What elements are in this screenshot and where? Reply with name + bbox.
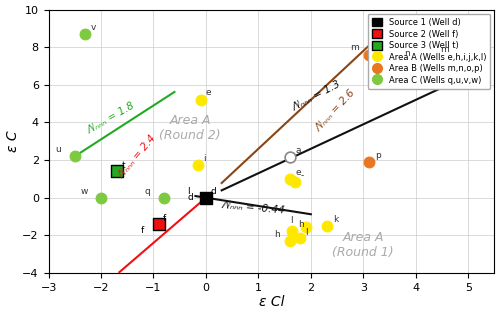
Point: [394, 58, 402, 63]
Text: f: f: [140, 226, 143, 235]
Text: f: f: [163, 214, 166, 222]
Point: [82, 32, 90, 37]
Point: [97, 195, 105, 200]
Text: h: h: [274, 231, 280, 239]
Text: i: i: [204, 153, 206, 163]
Text: q: q: [144, 187, 150, 196]
Text: l: l: [188, 187, 190, 196]
Point: [364, 52, 372, 57]
Text: d: d: [210, 187, 216, 196]
Text: -: -: [300, 171, 304, 180]
Text: l: l: [306, 228, 308, 237]
Point: [196, 97, 204, 102]
Text: v: v: [90, 23, 96, 32]
Point: [286, 238, 294, 243]
Point: [160, 195, 168, 200]
Text: Area A
(Round 2): Area A (Round 2): [160, 114, 221, 142]
Text: d: d: [188, 193, 194, 203]
Text: k: k: [333, 215, 338, 224]
Point: [194, 162, 202, 167]
Point: [154, 221, 162, 226]
Point: [202, 195, 210, 200]
Text: m: m: [350, 43, 359, 53]
Point: [302, 224, 310, 229]
Point: [296, 236, 304, 241]
Text: Λᴶₙₙₙ = 1.8: Λᴶₙₙₙ = 1.8: [86, 100, 136, 135]
Point: [113, 169, 121, 174]
Point: [286, 155, 294, 160]
Text: Λᴶₙₙₙ = 2.6: Λᴶₙₙₙ = 2.6: [314, 88, 358, 134]
Point: [322, 223, 330, 228]
Text: h: h: [298, 220, 304, 229]
Text: u: u: [55, 145, 60, 154]
Text: e: e: [206, 88, 212, 97]
Text: Area A
(Round 1): Area A (Round 1): [332, 231, 394, 259]
Point: [291, 179, 299, 184]
Y-axis label: ε C: ε C: [6, 130, 20, 152]
Text: p: p: [375, 151, 380, 160]
X-axis label: ε Cl: ε Cl: [259, 295, 284, 309]
Point: [286, 176, 294, 181]
Text: Λᴶₙₙₙ = 1.3: Λᴶₙₙₙ = 1.3: [290, 79, 342, 113]
Text: Λᴶₙₙₙ = 2.4: Λᴶₙₙₙ = 2.4: [117, 133, 159, 180]
Text: m: m: [440, 45, 449, 54]
Text: a: a: [295, 146, 300, 155]
Point: [71, 154, 79, 159]
Point: [430, 54, 438, 59]
Legend: Source 1 (Well d), Source 2 (Well f), Source 3 (Well t), Area A (Wells e,h,i,j,k: Source 1 (Well d), Source 2 (Well f), So…: [368, 14, 490, 89]
Text: l: l: [290, 216, 292, 225]
Text: e: e: [295, 168, 300, 177]
Point: [364, 159, 372, 164]
Text: Λᴶₙₙₙ = -0.44: Λᴶₙₙₙ = -0.44: [222, 200, 286, 215]
Point: [288, 228, 296, 233]
Text: t: t: [122, 161, 126, 170]
Text: w: w: [81, 187, 88, 196]
Text: n: n: [404, 49, 409, 58]
